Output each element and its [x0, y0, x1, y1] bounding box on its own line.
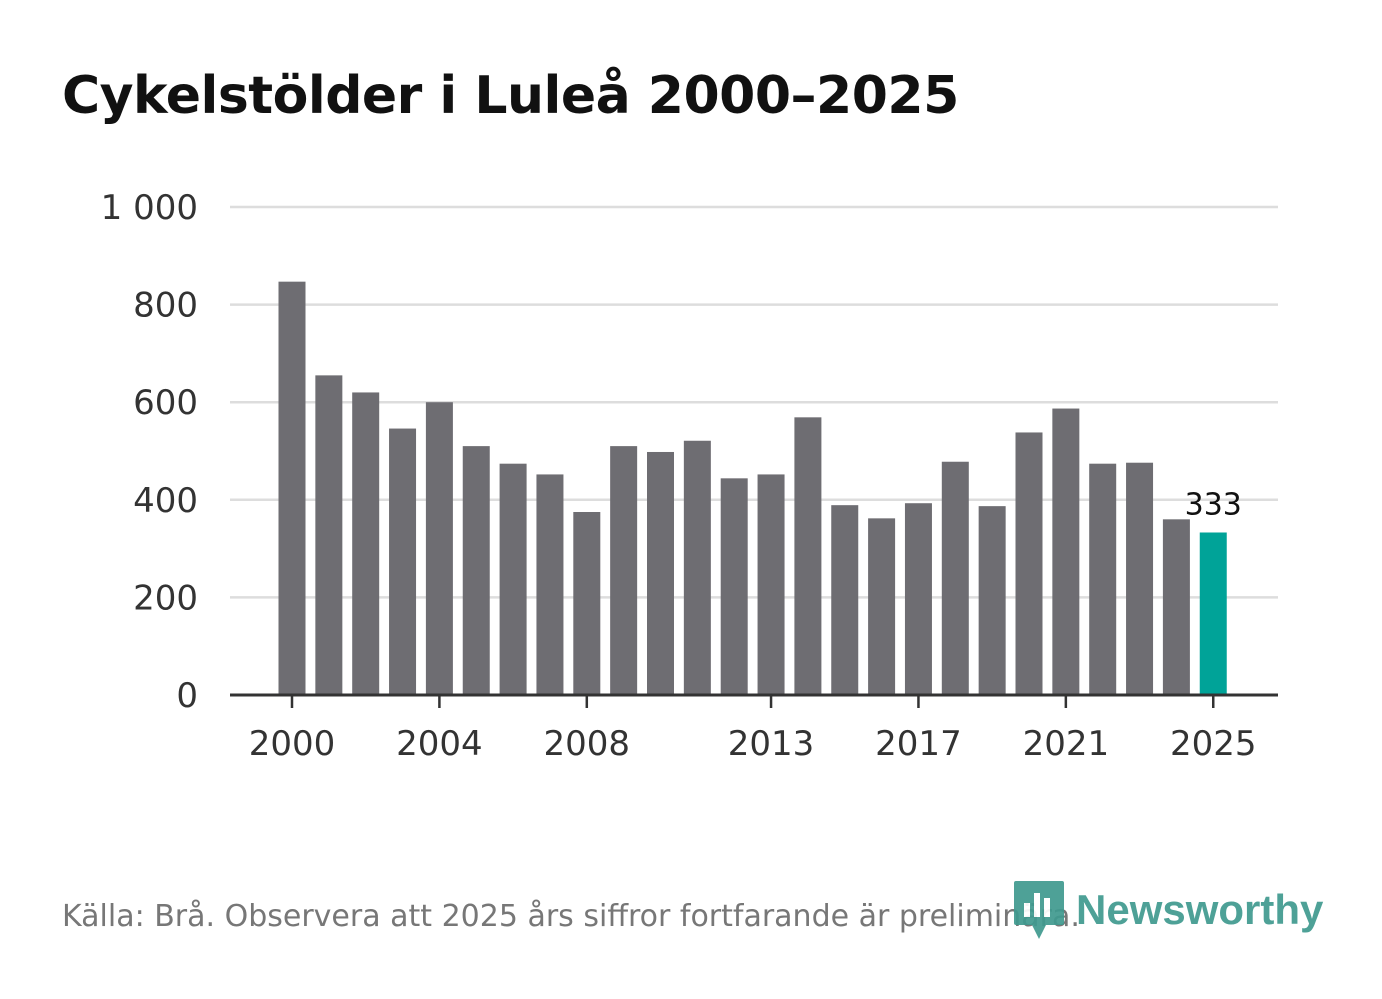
source-note: Källa: Brå. Observera att 2025 års siffr…: [62, 899, 1080, 934]
bar: [425, 402, 453, 695]
y-tick-label: 400: [133, 481, 198, 521]
bar: [1126, 462, 1154, 695]
y-tick-label: 200: [133, 578, 198, 618]
bar: [868, 518, 896, 695]
y-tick-label: 800: [133, 286, 198, 326]
bar: [647, 451, 674, 695]
x-tick-label: 2025: [1170, 724, 1257, 764]
bar: [941, 461, 969, 695]
bar: [720, 478, 748, 695]
x-tick-label: 2008: [544, 724, 631, 764]
bar: [352, 392, 380, 695]
y-tick-label: 600: [133, 383, 198, 423]
bar: [1089, 463, 1117, 695]
bar: [757, 474, 785, 695]
bar: [904, 503, 932, 695]
x-tick-label: 2017: [875, 724, 962, 764]
bar-highlight: [1199, 532, 1227, 695]
bar: [278, 281, 306, 695]
x-tick-label: 2013: [728, 724, 815, 764]
x-tick-label: 2000: [249, 724, 336, 764]
x-tick-label: 2021: [1023, 724, 1110, 764]
bar: [1162, 519, 1190, 695]
newsworthy-brand: Newsworthy: [1012, 878, 1323, 942]
chart-title: Cykelstölder i Luleå 2000–2025: [62, 66, 959, 126]
newsworthy-logo-icon: [1014, 881, 1064, 939]
bar: [315, 375, 343, 695]
bar: [794, 417, 822, 695]
y-tick-label: 1 000: [101, 188, 198, 228]
bar: [499, 463, 527, 695]
bar: [573, 512, 601, 695]
bar: [610, 446, 638, 695]
brand-name: Newsworthy: [1076, 886, 1324, 933]
bar: [462, 446, 490, 695]
bar: [683, 440, 711, 695]
y-tick-label: 0: [176, 676, 198, 716]
bar: [389, 428, 417, 695]
x-tick-label: 2004: [396, 724, 483, 764]
bar-value-label: 333: [1185, 487, 1242, 522]
bar: [831, 505, 859, 695]
bar: [1015, 432, 1043, 695]
bar: [1052, 408, 1080, 695]
bar: [978, 506, 1006, 695]
bar: [536, 474, 564, 695]
